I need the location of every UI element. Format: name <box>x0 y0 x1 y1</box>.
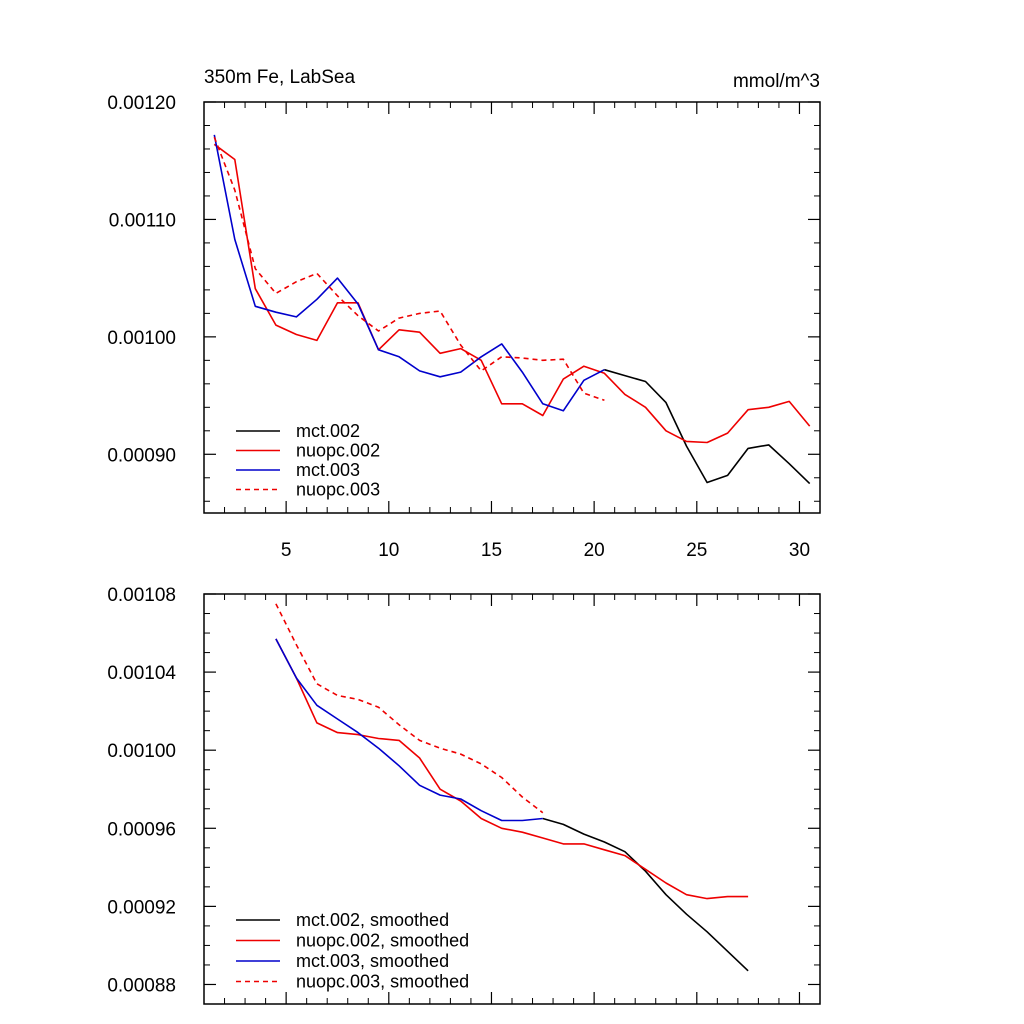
bottom-legend-label-1: nuopc.002, smoothed <box>296 931 469 951</box>
top-x-tick-label: 15 <box>481 540 502 561</box>
bottom-series-lines <box>275 603 749 972</box>
top-axis-ticks: 5 10 15 20 25 30 0.00090 0.00100 0.00110 0.00120 <box>107 93 821 561</box>
top-series-line-0 <box>604 368 811 485</box>
bottom-y-tick-label: 0.00108 <box>107 585 176 606</box>
bottom-y-tick-label: 0.00088 <box>107 975 176 996</box>
bottom-panel: 0.00088 0.00092 0.00096 0.00100 0.00104 0.001… <box>107 585 821 1005</box>
top-plot-frame <box>203 101 821 514</box>
top-series-line-3 <box>213 136 605 402</box>
top-x-tick-label: 5 <box>281 540 292 561</box>
top-x-tick-label: 10 <box>378 540 399 561</box>
bottom-y-tick-label: 0.00096 <box>107 819 176 840</box>
top-y-tick-label: 0.00100 <box>107 328 176 349</box>
bottom-y-tick-label: 0.00100 <box>107 741 176 762</box>
top-y-tick-label: 0.00110 <box>109 210 176 231</box>
top-panel: 350m Fe, LabSea mmol/m^3 5 10 15 20 25 30 0.00… <box>107 67 821 561</box>
top-legend-label-0: mct.002 <box>296 421 360 441</box>
top-y-tick-label: 0.00090 <box>107 445 176 466</box>
top-chart-units: mmol/m^3 <box>733 71 820 92</box>
bottom-series-line-2 <box>275 638 543 822</box>
bottom-legend-label-3: nuopc.003, smoothed <box>296 972 469 992</box>
top-x-tick-label: 20 <box>584 540 605 561</box>
top-x-tick-label: 25 <box>686 540 707 561</box>
top-chart-title: 350m Fe, LabSea <box>204 67 355 88</box>
bottom-y-tick-label: 0.00104 <box>107 663 176 684</box>
bottom-legend-label-2: mct.003, smoothed <box>296 951 449 971</box>
top-legend-label-3: nuopc.003 <box>296 480 380 500</box>
top-legend-label-2: mct.003 <box>296 460 360 480</box>
bottom-legend-label-0: mct.002, smoothed <box>296 910 449 930</box>
top-x-tick-label: 30 <box>789 540 810 561</box>
top-legend-label-1: nuopc.002 <box>296 441 380 461</box>
top-series-lines <box>213 134 811 485</box>
top-y-tick-label: 0.00120 <box>107 93 176 114</box>
bottom-plot-frame <box>203 593 821 1005</box>
bottom-series-line-3 <box>275 603 544 814</box>
top-series-line-1 <box>213 143 811 444</box>
bottom-series-line-0 <box>542 817 749 972</box>
top-series-line-2 <box>213 134 605 412</box>
bottom-series-line-1 <box>275 638 749 900</box>
bottom-y-tick-label: 0.00092 <box>107 897 176 918</box>
